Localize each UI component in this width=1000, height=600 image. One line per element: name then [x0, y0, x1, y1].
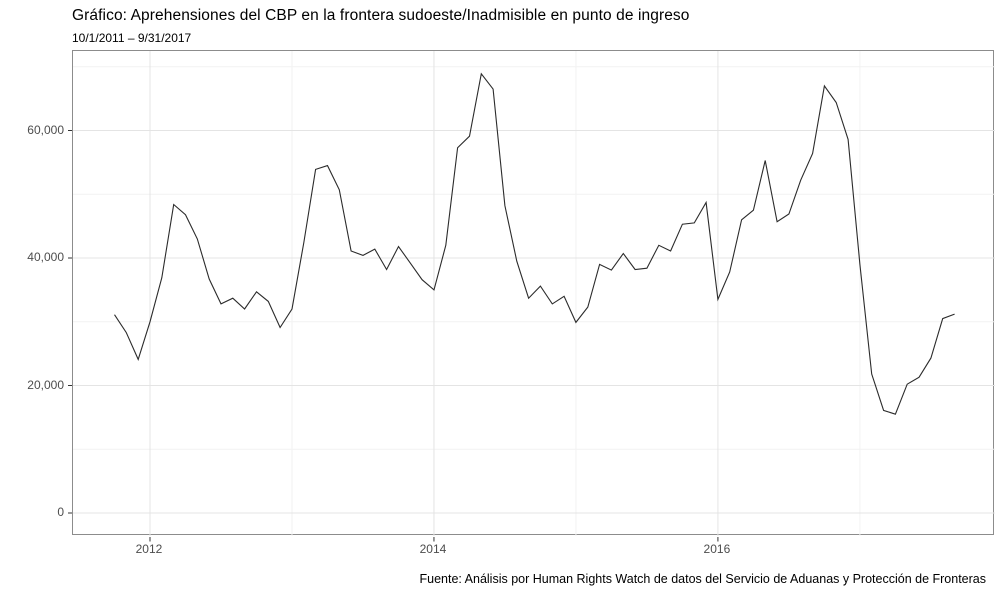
- plot-panel: [68, 50, 995, 542]
- chart-title: Gráfico: Aprehensiones del CBP en la fro…: [72, 7, 690, 24]
- y-axis-label: 0: [57, 505, 64, 519]
- source-caption: Fuente: Análisis por Human Rights Watch …: [419, 572, 986, 586]
- y-axis-label: 40,000: [27, 250, 64, 264]
- plot-area: [68, 51, 995, 542]
- x-axis-label: 2014: [419, 542, 447, 556]
- x-axis-label: 2016: [703, 542, 731, 556]
- y-axis-label: 60,000: [27, 122, 64, 137]
- x-axis-label: 2012: [135, 542, 163, 556]
- y-axis-label: 20,000: [27, 377, 64, 392]
- chart-subtitle: 10/1/2011 – 9/31/2017: [72, 31, 192, 45]
- data-line: [114, 72, 955, 415]
